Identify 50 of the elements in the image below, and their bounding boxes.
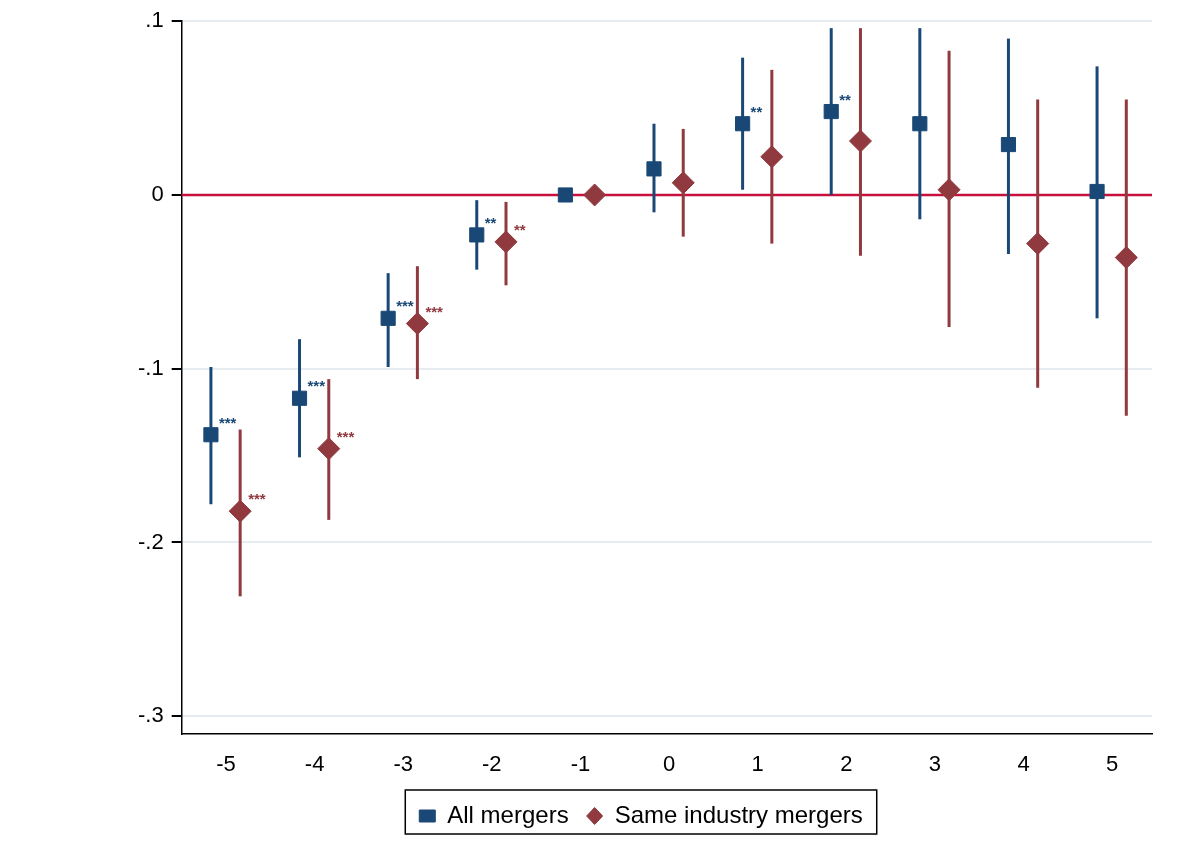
point: [228, 499, 252, 523]
point: [646, 161, 662, 177]
data-label: **: [839, 90, 852, 108]
y-tick-label: .1: [145, 7, 164, 33]
point: [760, 145, 784, 169]
x-tick-label: -3: [393, 750, 413, 776]
data-label: **: [484, 214, 497, 232]
data-label: ***: [248, 490, 266, 508]
data-label: ***: [425, 302, 444, 320]
point: [380, 310, 396, 326]
point: [1089, 183, 1105, 200]
point: [912, 116, 928, 132]
x-tick-label: 2: [840, 750, 853, 776]
x-tick-label: 1: [751, 750, 764, 776]
x-tick-label: -2: [482, 750, 502, 776]
y-tick-label: -.2: [137, 528, 164, 554]
point: [848, 129, 872, 153]
x-tick-label: 0: [662, 750, 676, 776]
point: [317, 437, 341, 461]
point: [823, 103, 839, 120]
point: [557, 187, 573, 203]
x-tick-label: 5: [1106, 750, 1119, 776]
data-label: ***: [336, 427, 355, 445]
y-tick-label: -.3: [137, 702, 164, 728]
y-tick-label: -.1: [137, 354, 164, 380]
point: [469, 227, 485, 243]
point: [583, 183, 607, 207]
point: [671, 171, 695, 195]
x-tick-label: -1: [570, 750, 591, 776]
point: [494, 230, 518, 254]
data-label: ***: [307, 377, 326, 395]
point: [937, 178, 961, 202]
legend-label: Same industry mergers: [614, 800, 863, 828]
x-tick-label: -5: [216, 750, 236, 776]
data-label: **: [514, 221, 526, 239]
x-tick-label: 3: [928, 750, 942, 776]
point: [1114, 246, 1138, 270]
data-label: **: [750, 102, 763, 120]
point: [291, 390, 308, 406]
point: [405, 312, 429, 336]
x-tick-label: 4: [1017, 750, 1030, 776]
point: [203, 427, 219, 443]
point: [1000, 137, 1017, 153]
point: [1026, 232, 1050, 256]
data-label: ***: [396, 297, 414, 315]
point: [735, 116, 751, 132]
data-label: ***: [218, 413, 237, 431]
legend-label: All mergers: [447, 800, 569, 828]
x-tick-label: -4: [304, 750, 325, 776]
y-tick-label: 0: [151, 181, 164, 207]
